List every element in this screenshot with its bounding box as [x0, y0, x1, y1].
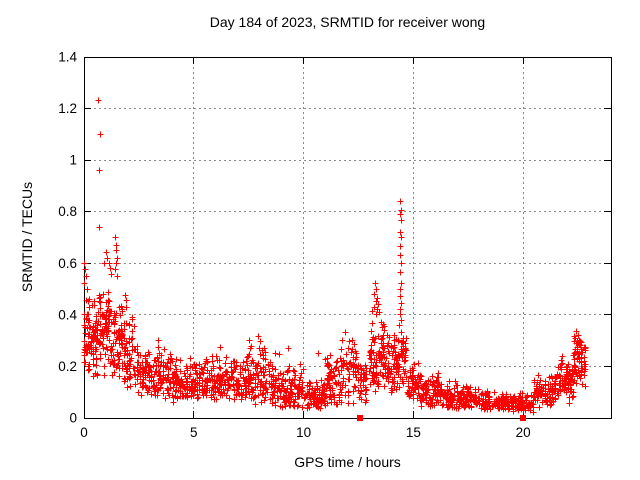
square-marker — [357, 415, 363, 421]
y-tick-label: 0.4 — [58, 307, 77, 322]
y-tick-label: 0.2 — [58, 359, 77, 374]
y-tick-label: 0.6 — [58, 256, 77, 271]
chart-title: Day 184 of 2023, SRMTID for receiver won… — [209, 14, 486, 30]
x-tick-label: 15 — [406, 425, 421, 440]
y-tick-label: 1 — [69, 153, 77, 168]
tick-labels: 0 5 10 15 20 0 0.2 0.4 0.6 0.8 1 1.2 1.4 — [58, 50, 530, 441]
y-tick-label: 1.2 — [58, 101, 77, 116]
square-marker — [520, 415, 526, 421]
x-axis-label: GPS time / hours — [294, 454, 401, 470]
x-tick-label: 0 — [80, 425, 88, 440]
data-point-markers — [81, 97, 589, 416]
x-tick-label: 10 — [296, 425, 311, 440]
scatter-points — [81, 97, 589, 421]
y-tick-label: 1.4 — [58, 50, 77, 65]
x-tick-label: 5 — [190, 425, 198, 440]
y-tick-label: 0.8 — [58, 204, 77, 219]
y-tick-label: 0 — [69, 411, 77, 426]
x-tick-label: 20 — [516, 425, 531, 440]
